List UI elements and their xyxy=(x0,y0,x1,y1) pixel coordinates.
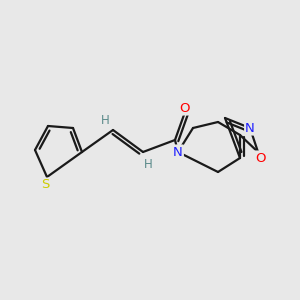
Text: S: S xyxy=(41,178,49,191)
Text: H: H xyxy=(100,113,109,127)
Text: H: H xyxy=(144,158,152,170)
Text: O: O xyxy=(180,101,190,115)
Text: N: N xyxy=(245,122,255,134)
Text: N: N xyxy=(173,146,183,158)
Text: O: O xyxy=(255,152,265,164)
